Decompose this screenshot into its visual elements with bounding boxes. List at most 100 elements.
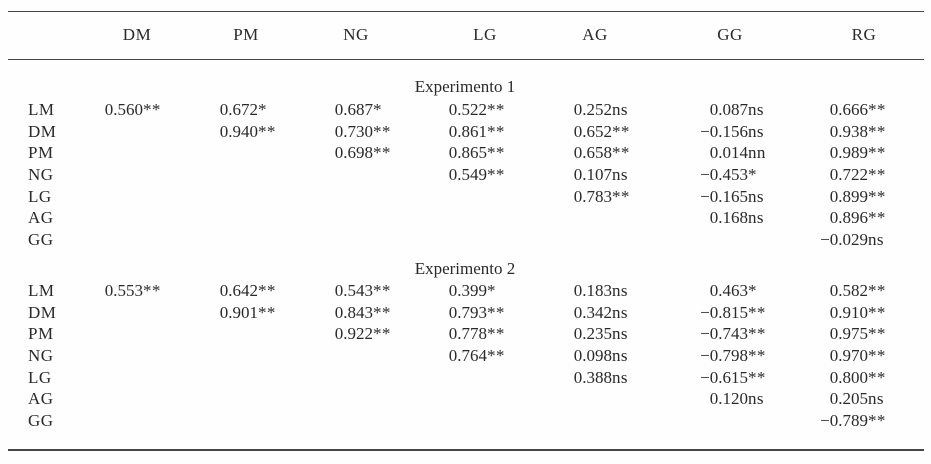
correlation-cell: 0.642** <box>200 280 288 302</box>
significance-marker: ** <box>868 281 886 301</box>
significance-marker: ns <box>612 281 628 301</box>
correlation-value: 0.783 <box>573 186 612 206</box>
correlation-value: 0.910 <box>829 302 868 322</box>
row-label: GG <box>28 229 54 249</box>
column-header: RG <box>852 24 877 46</box>
significance-marker: ns <box>748 208 764 228</box>
correlation-value: 0.800 <box>829 367 868 387</box>
correlation-value: 0.463 <box>709 281 748 301</box>
significance-marker: ** <box>143 281 161 301</box>
correlation-value: 0.388 <box>573 367 612 387</box>
correlation-cell: 0.783** <box>554 186 642 208</box>
significance-marker: ** <box>868 346 886 365</box>
correlation-value: 0.989 <box>829 143 868 163</box>
significance-marker: ** <box>373 281 391 301</box>
significance-marker: ns <box>612 346 628 365</box>
correlation-cell: 0.543** <box>315 280 403 302</box>
significance-marker: ns <box>612 324 628 344</box>
row-label: GG <box>28 410 54 430</box>
correlation-value: 0.698 <box>334 143 373 163</box>
significance-marker: ** <box>373 324 391 344</box>
row-label: AG <box>28 389 54 409</box>
correlation-cell: 0.687* <box>315 99 403 121</box>
correlation-cell: 0.388ns <box>554 367 642 389</box>
correlation-cell: 0.560** <box>85 99 173 121</box>
significance-marker: ** <box>258 121 276 141</box>
significance-marker: ** <box>487 100 505 120</box>
significance-marker: ** <box>487 346 505 365</box>
row-label: LG <box>28 186 52 206</box>
correlation-cell: 0.975** <box>810 323 898 345</box>
correlation-cell: 0.672* <box>200 99 288 121</box>
row-label: AG <box>28 208 54 228</box>
correlation-cell: 0.107ns <box>554 164 642 186</box>
significance-marker: * <box>487 281 496 301</box>
correlation-value: 0.687 <box>334 100 373 120</box>
correlation-cell: −0.789** <box>810 410 898 432</box>
correlation-cell: 0.652** <box>554 121 642 143</box>
correlation-value: 0.543 <box>334 281 373 301</box>
correlation-cell: 0.098ns <box>554 345 642 367</box>
column-header-label: RG <box>851 24 877 44</box>
correlation-cell: 0.899** <box>810 186 898 208</box>
correlation-value: −0.156 <box>700 121 748 141</box>
significance-marker: ** <box>868 143 886 163</box>
correlation-cell: 0.168ns <box>690 207 778 229</box>
row-label: LM <box>28 100 55 120</box>
correlation-value: 0.722 <box>829 165 868 184</box>
correlation-cell: 0.014nn <box>690 142 778 164</box>
table-row: PM 0.698** 0.865** 0.658** 0.014nn 0.989** <box>0 142 931 164</box>
correlation-value: 0.901 <box>219 302 258 322</box>
correlation-value: 0.764 <box>448 346 487 365</box>
significance-marker: ** <box>868 208 886 228</box>
correlation-cell: −0.615** <box>690 367 778 389</box>
correlation-cell: 0.235ns <box>554 323 642 345</box>
correlation-cell: 0.800** <box>810 367 898 389</box>
significance-marker: ** <box>373 121 391 141</box>
correlation-cell: 0.989** <box>810 142 898 164</box>
correlation-value: 0.183 <box>573 281 612 301</box>
row-label: LG <box>28 367 52 387</box>
section-title-text: Experimento 1 <box>414 77 516 97</box>
significance-marker: ns <box>748 389 764 409</box>
correlation-cell: 0.205ns <box>810 388 898 410</box>
correlation-value: 0.205 <box>829 389 868 409</box>
correlation-value: −0.798 <box>700 346 748 365</box>
correlation-value: 0.342 <box>573 302 612 322</box>
table-rule-header <box>8 58 924 60</box>
significance-marker: ** <box>748 324 766 344</box>
correlation-cell: −0.029ns <box>810 229 898 251</box>
correlation-value: 0.168 <box>709 208 748 228</box>
correlation-cell: 0.861** <box>429 121 517 143</box>
significance-marker: ns <box>612 367 628 387</box>
correlation-value: 0.014 <box>709 143 748 163</box>
table-rule-bottom <box>8 449 924 451</box>
significance-marker: ** <box>748 346 766 365</box>
row-label: LM <box>28 281 55 301</box>
column-header: LG <box>473 24 497 46</box>
table-row: PM 0.922** 0.778** 0.235ns −0.743** 0.975** <box>0 323 931 345</box>
correlation-value: 0.861 <box>448 121 487 141</box>
table-row: DM 0.901** 0.843** 0.793** 0.342ns −0.815** 0.… <box>0 302 931 324</box>
significance-marker: ** <box>868 410 886 430</box>
correlation-value: 0.399 <box>448 281 487 301</box>
table-row: NG 0.549** 0.107ns −0.453* 0.722** <box>0 164 931 186</box>
correlation-cell: 0.463* <box>690 280 778 302</box>
correlation-value: 0.549 <box>448 165 487 184</box>
correlation-value: 0.560 <box>104 100 143 120</box>
correlation-value: 0.120 <box>709 389 748 409</box>
correlation-cell: 0.865** <box>429 142 517 164</box>
correlation-cell: −0.743** <box>690 323 778 345</box>
column-header: PM <box>233 24 259 46</box>
correlation-value: 0.975 <box>829 324 868 344</box>
table-row: AG 0.120ns 0.205ns <box>0 388 931 410</box>
correlation-cell: 0.549** <box>429 164 517 186</box>
correlation-value: 0.582 <box>829 281 868 301</box>
significance-marker: * <box>258 100 267 120</box>
correlation-value: 0.107 <box>573 165 612 184</box>
significance-marker: * <box>373 100 382 120</box>
significance-marker: ns <box>748 100 764 120</box>
column-header-label: GG <box>717 24 743 44</box>
correlation-value: −0.789 <box>820 410 868 430</box>
